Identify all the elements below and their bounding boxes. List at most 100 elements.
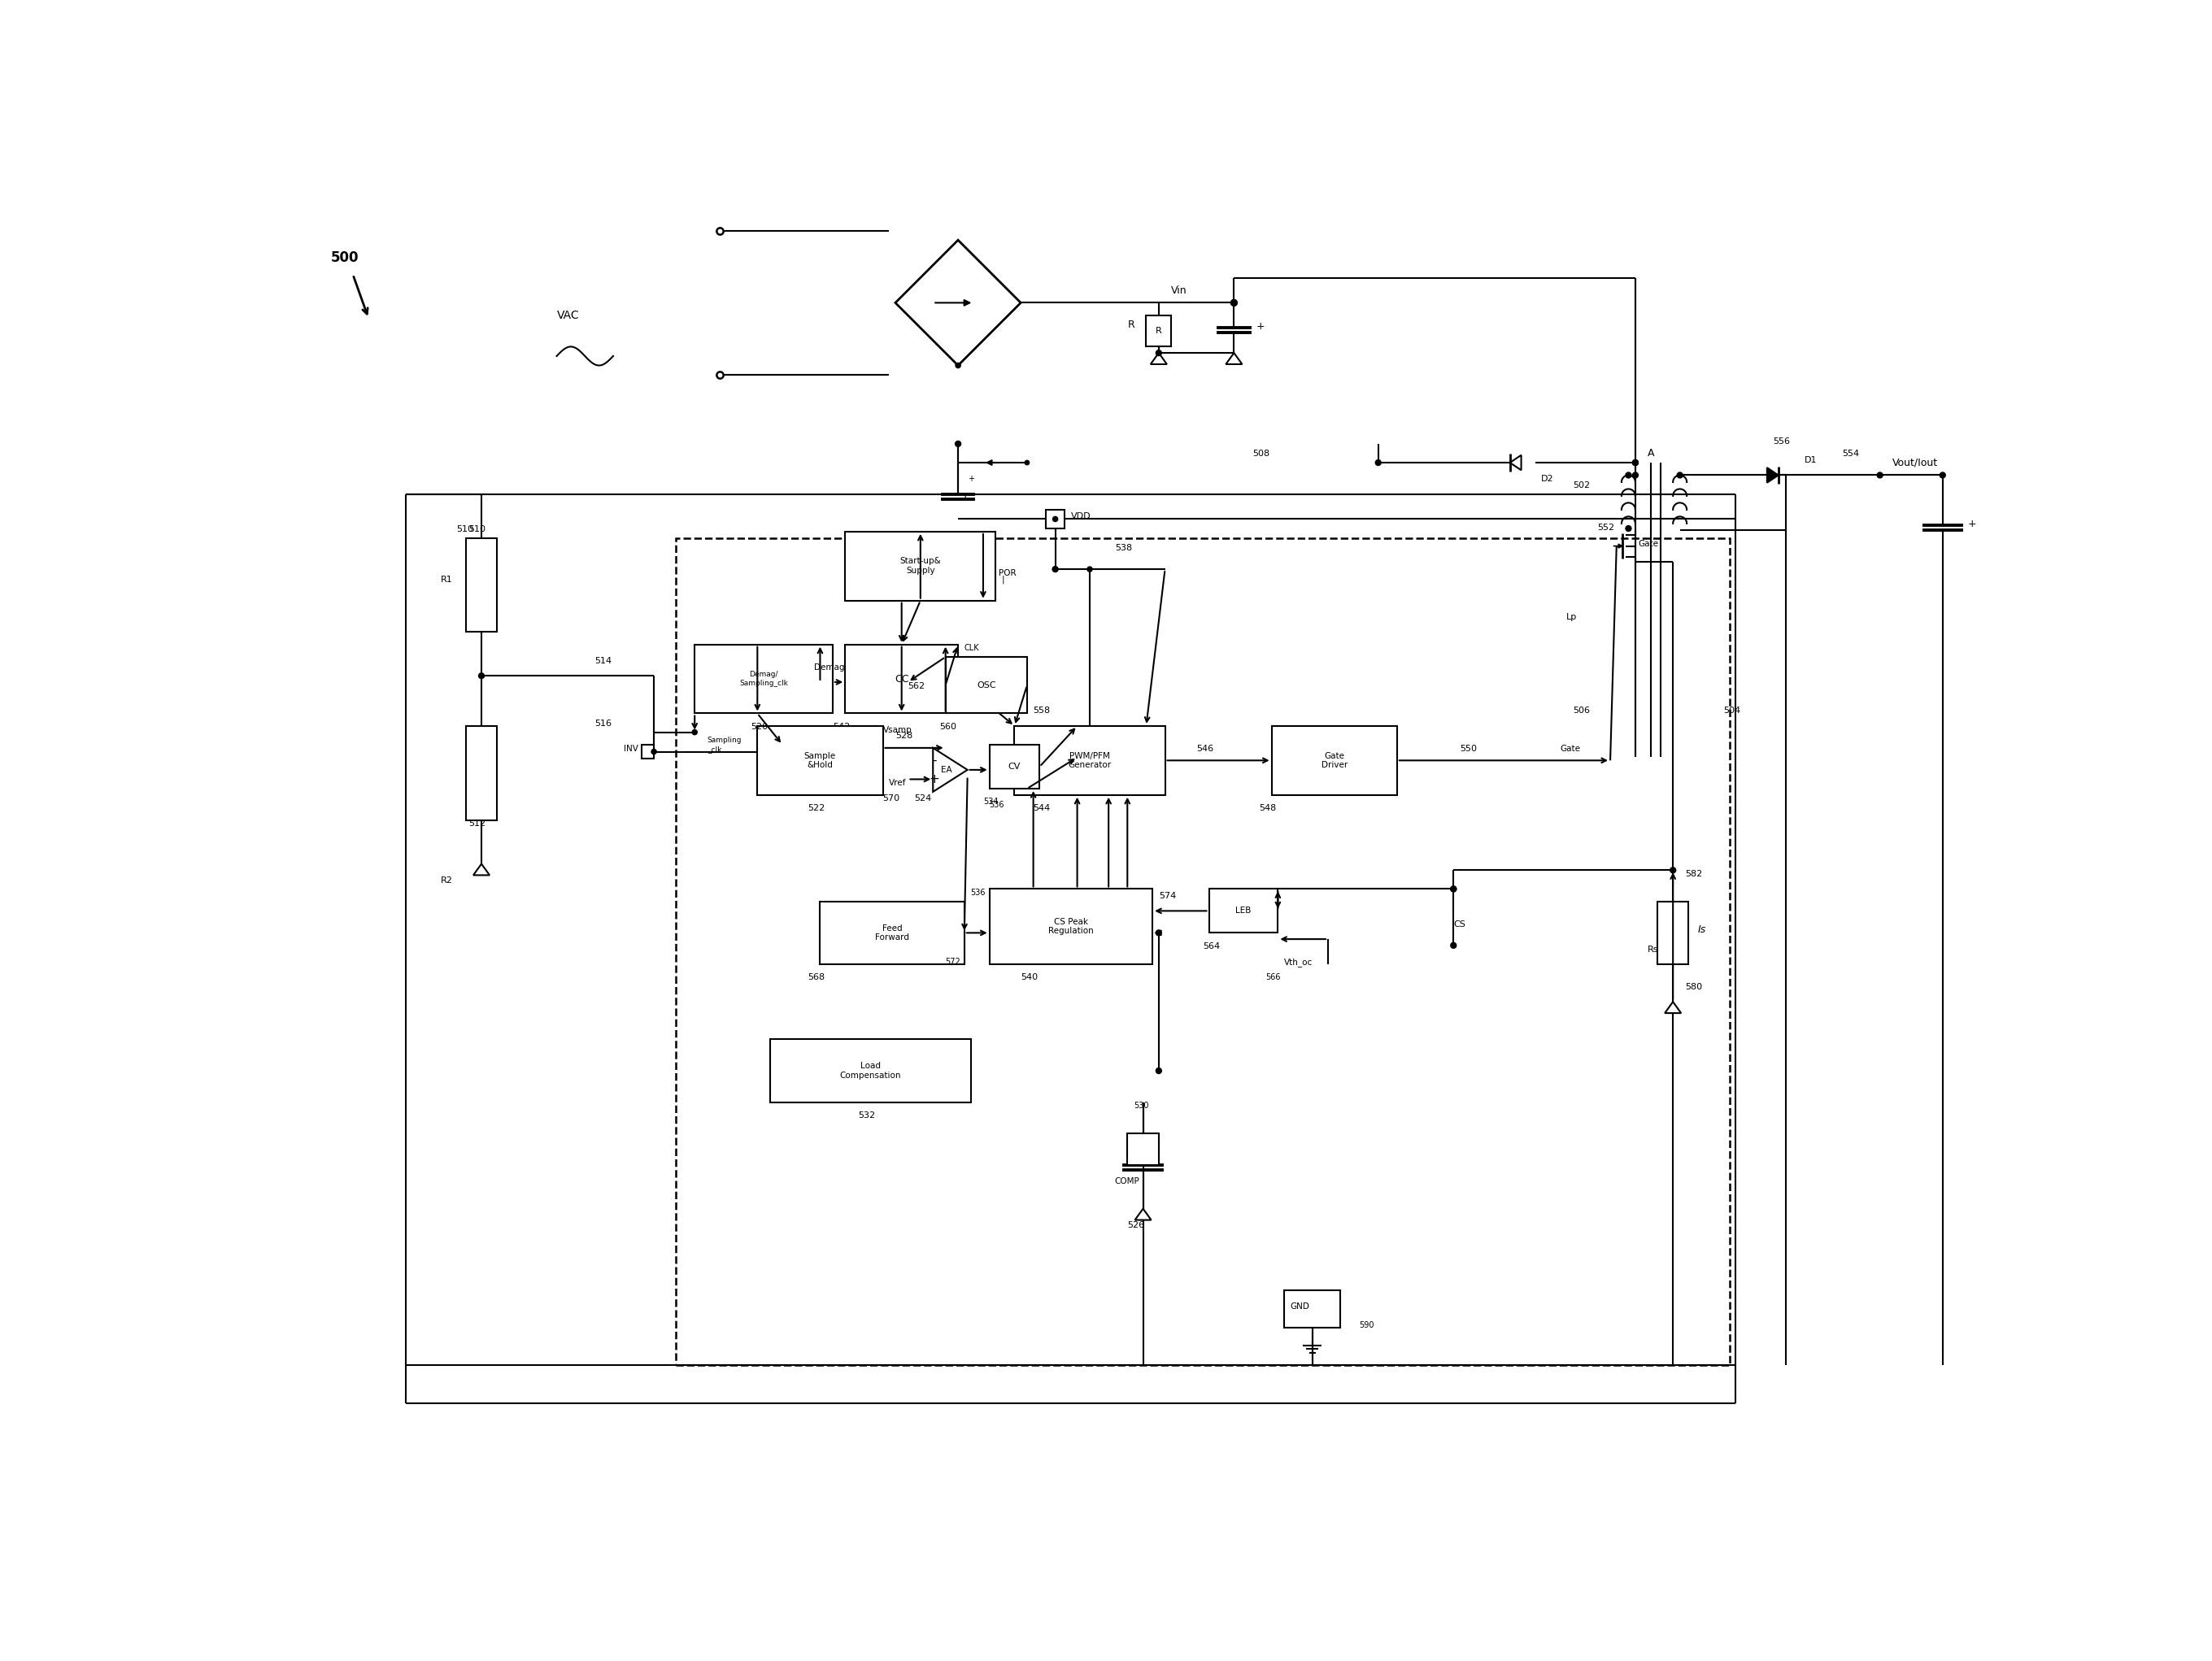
FancyBboxPatch shape bbox=[467, 726, 498, 821]
Text: A: A bbox=[1648, 448, 1655, 458]
Circle shape bbox=[1677, 472, 1683, 478]
Text: CV: CV bbox=[1009, 762, 1020, 771]
Text: 574: 574 bbox=[1159, 892, 1177, 900]
Text: 546: 546 bbox=[1197, 744, 1214, 752]
Text: PWM/PFM
Generator: PWM/PFM Generator bbox=[1068, 752, 1110, 769]
Text: 508: 508 bbox=[1252, 450, 1270, 458]
Polygon shape bbox=[1135, 1209, 1150, 1219]
Circle shape bbox=[1451, 885, 1455, 892]
Text: Demag: Demag bbox=[814, 663, 845, 671]
Circle shape bbox=[650, 749, 657, 754]
Polygon shape bbox=[1666, 1002, 1681, 1013]
Text: Gate: Gate bbox=[1639, 540, 1659, 548]
FancyBboxPatch shape bbox=[1128, 1133, 1159, 1164]
Text: 536: 536 bbox=[971, 889, 987, 897]
Text: Sampling
_clk: Sampling _clk bbox=[708, 737, 741, 752]
Circle shape bbox=[1230, 299, 1237, 306]
Circle shape bbox=[956, 364, 960, 369]
Text: 540: 540 bbox=[1020, 973, 1037, 982]
Text: R1: R1 bbox=[440, 575, 453, 583]
Text: Gate
Driver: Gate Driver bbox=[1321, 752, 1347, 769]
Text: R: R bbox=[1155, 327, 1161, 336]
Text: 562: 562 bbox=[907, 681, 925, 689]
Text: VAC: VAC bbox=[557, 309, 580, 321]
Text: Vout/Iout: Vout/Iout bbox=[1893, 458, 1938, 468]
Text: 510: 510 bbox=[456, 525, 473, 533]
Text: 530: 530 bbox=[1133, 1101, 1148, 1110]
Text: POR: POR bbox=[1000, 570, 1015, 576]
Circle shape bbox=[1940, 472, 1944, 478]
Polygon shape bbox=[933, 747, 967, 792]
FancyBboxPatch shape bbox=[821, 902, 964, 963]
FancyBboxPatch shape bbox=[989, 744, 1040, 789]
Text: 550: 550 bbox=[1460, 744, 1478, 752]
FancyBboxPatch shape bbox=[467, 538, 498, 631]
Text: 566: 566 bbox=[1265, 973, 1281, 982]
Text: D2: D2 bbox=[1542, 475, 1555, 483]
Text: 560: 560 bbox=[940, 723, 956, 731]
FancyBboxPatch shape bbox=[695, 644, 832, 714]
Text: GND: GND bbox=[1290, 1302, 1310, 1311]
Text: OSC: OSC bbox=[978, 681, 995, 689]
Text: Vth_oc: Vth_oc bbox=[1285, 958, 1314, 967]
Text: C: C bbox=[964, 493, 971, 502]
Polygon shape bbox=[473, 864, 489, 875]
FancyBboxPatch shape bbox=[1046, 510, 1064, 528]
Circle shape bbox=[1451, 942, 1455, 948]
Text: 544: 544 bbox=[1033, 804, 1051, 812]
Text: 554: 554 bbox=[1843, 450, 1860, 458]
Circle shape bbox=[1024, 460, 1029, 465]
Text: 590: 590 bbox=[1360, 1320, 1374, 1329]
Text: Is: Is bbox=[1699, 925, 1705, 935]
Text: 534: 534 bbox=[982, 797, 998, 806]
Text: Start-up&
Supply: Start-up& Supply bbox=[900, 558, 940, 575]
Text: Vin: Vin bbox=[1172, 286, 1188, 296]
Text: 572: 572 bbox=[945, 958, 960, 965]
Polygon shape bbox=[1511, 455, 1522, 470]
Text: 514: 514 bbox=[595, 656, 611, 664]
Text: Lp: Lp bbox=[1566, 613, 1577, 621]
Text: Rs: Rs bbox=[1648, 945, 1659, 953]
Text: 532: 532 bbox=[858, 1111, 876, 1120]
Text: 536: 536 bbox=[989, 801, 1004, 809]
Text: +: + bbox=[967, 475, 973, 483]
Circle shape bbox=[1626, 472, 1630, 478]
Text: 592: 592 bbox=[971, 666, 989, 674]
Text: EA: EA bbox=[942, 766, 953, 774]
FancyBboxPatch shape bbox=[1657, 902, 1688, 963]
Circle shape bbox=[1632, 472, 1639, 478]
Polygon shape bbox=[1150, 352, 1168, 364]
Text: -: - bbox=[931, 754, 936, 766]
Text: 564: 564 bbox=[1203, 942, 1219, 950]
FancyBboxPatch shape bbox=[845, 532, 995, 601]
Text: Vref: Vref bbox=[889, 779, 907, 787]
Text: 524: 524 bbox=[914, 794, 931, 802]
Circle shape bbox=[1878, 472, 1882, 478]
FancyBboxPatch shape bbox=[989, 889, 1152, 963]
FancyBboxPatch shape bbox=[1015, 726, 1166, 796]
Text: Feed
Forward: Feed Forward bbox=[876, 924, 909, 942]
Circle shape bbox=[692, 729, 697, 734]
Circle shape bbox=[1088, 566, 1093, 571]
Text: 538: 538 bbox=[1115, 543, 1133, 551]
FancyBboxPatch shape bbox=[1210, 889, 1279, 933]
Text: 556: 556 bbox=[1774, 437, 1790, 445]
Text: CC: CC bbox=[894, 674, 909, 684]
Text: CS: CS bbox=[1453, 920, 1467, 928]
Text: Vsamp: Vsamp bbox=[883, 726, 911, 734]
Text: 510: 510 bbox=[469, 525, 487, 533]
Polygon shape bbox=[1767, 468, 1778, 483]
Text: 528: 528 bbox=[896, 733, 914, 741]
Circle shape bbox=[1053, 517, 1057, 522]
Text: Sample
&Hold: Sample &Hold bbox=[805, 752, 836, 769]
Text: 526: 526 bbox=[1128, 1221, 1144, 1229]
Text: 558: 558 bbox=[1033, 708, 1051, 714]
Text: INV: INV bbox=[624, 744, 639, 752]
Text: 516: 516 bbox=[595, 719, 611, 728]
Text: Gate: Gate bbox=[1559, 744, 1579, 752]
Text: 552: 552 bbox=[1597, 523, 1615, 532]
Text: 512: 512 bbox=[469, 821, 487, 827]
Text: Load
Compensation: Load Compensation bbox=[841, 1061, 900, 1080]
Text: 504: 504 bbox=[1723, 708, 1741, 714]
Text: 502: 502 bbox=[1573, 482, 1590, 490]
